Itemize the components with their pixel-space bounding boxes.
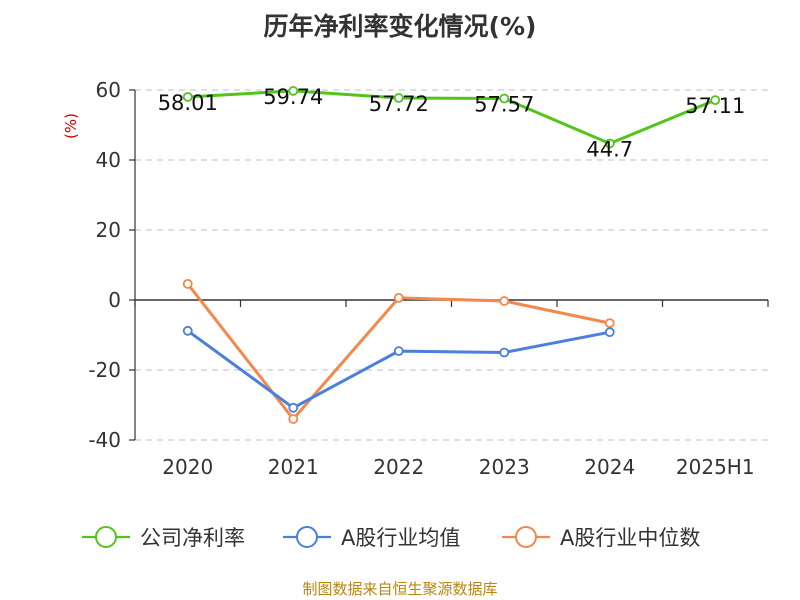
- data-label: 57.72: [369, 92, 429, 116]
- y-tick-label: 40: [96, 148, 121, 172]
- legend-item[interactable]: A股行业均值: [283, 526, 460, 550]
- legend-item[interactable]: 公司净利率: [82, 526, 245, 550]
- legend-label: 公司净利率: [140, 526, 245, 550]
- data-point[interactable]: [182, 278, 193, 289]
- series-line: [187, 89, 716, 146]
- series-layer: [182, 86, 721, 424]
- data-label: 44.7: [586, 138, 633, 162]
- series-0: [182, 86, 721, 149]
- y-axis-label: (%): [62, 113, 80, 139]
- data-label: 57.57: [474, 93, 534, 117]
- legend-marker: [95, 526, 117, 548]
- data-label: 57.11: [685, 94, 745, 118]
- data-point[interactable]: [499, 93, 510, 104]
- x-tick-label: 2024: [584, 455, 635, 479]
- axes: 60 40 20 0 -20 -40 2020 2021 2022 2023 2024 2025H1: [88, 78, 769, 479]
- grid-lines: [135, 89, 768, 441]
- x-tick-label: 2022: [373, 455, 424, 479]
- data-point[interactable]: [288, 414, 299, 424]
- data-point[interactable]: [393, 346, 404, 357]
- data-point[interactable]: [604, 318, 615, 329]
- legend-label: A股行业均值: [341, 526, 460, 550]
- legend-label: A股行业中位数: [560, 526, 700, 550]
- y-tick-label: -20: [88, 358, 121, 382]
- x-tick-label: 2023: [479, 455, 530, 479]
- data-point[interactable]: [288, 402, 299, 413]
- data-point[interactable]: [182, 92, 193, 102]
- data-point[interactable]: [499, 296, 510, 306]
- data-label: 59.74: [263, 85, 323, 109]
- data-point[interactable]: [604, 327, 615, 338]
- x-tick-label: 2020: [162, 455, 213, 479]
- y-tick-label: 20: [96, 218, 121, 242]
- data-point[interactable]: [182, 325, 193, 336]
- legend-marker: [296, 526, 318, 548]
- series-line: [186, 329, 611, 410]
- y-tick-label: 60: [96, 78, 121, 102]
- data-point[interactable]: [604, 138, 615, 149]
- data-point[interactable]: [499, 347, 510, 358]
- data-point[interactable]: [393, 292, 404, 303]
- legend-marker: [515, 526, 537, 548]
- data-labels: 58.01 59.74 57.72 57.57 44.7 57.11: [158, 85, 746, 162]
- series-2: [182, 278, 615, 424]
- chart-title: 历年净利率变化情况(%): [264, 12, 537, 41]
- data-point[interactable]: [710, 95, 721, 106]
- source-note: 制图数据来自恒生聚源数据库: [302, 580, 497, 598]
- data-point[interactable]: [393, 93, 404, 103]
- data-label: 58.01: [158, 91, 218, 115]
- x-tick-label: 2021: [268, 455, 319, 479]
- data-point[interactable]: [288, 86, 299, 96]
- legend[interactable]: 公司净利率 A股行业均值 A股行业中位数: [82, 526, 700, 550]
- legend-item[interactable]: A股行业中位数: [502, 526, 700, 550]
- series-1: [182, 325, 615, 413]
- y-tick-label: 0: [108, 288, 121, 312]
- y-tick-label: -40: [88, 428, 121, 452]
- x-tick-label: 2025H1: [676, 455, 755, 479]
